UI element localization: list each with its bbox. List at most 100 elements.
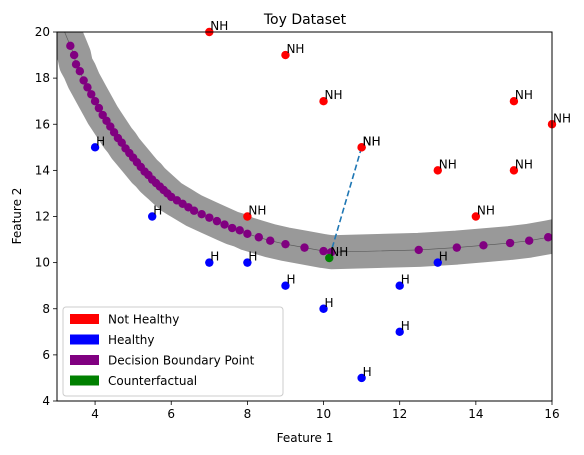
legend-label: Counterfactual: [108, 374, 197, 388]
chart-title: Toy Dataset: [263, 12, 347, 28]
not-healthy-point: [433, 166, 442, 175]
legend-swatch: [70, 375, 99, 386]
legend-swatch: [70, 355, 99, 365]
y-tick-label: 14: [35, 163, 50, 177]
boundary-point: [300, 243, 309, 252]
boundary-point: [414, 245, 423, 255]
healthy-label: H: [96, 134, 105, 148]
boundary-point: [227, 223, 237, 233]
y-tick-label: 12: [35, 210, 50, 224]
healthy-point: [205, 258, 214, 267]
healthy-label: H: [210, 250, 219, 264]
legend-swatch: [70, 314, 99, 324]
x-tick-label: 16: [544, 407, 559, 421]
boundary-point: [254, 233, 264, 242]
y-tick-label: 20: [35, 25, 50, 39]
healthy-label: H: [325, 296, 334, 310]
boundary-point: [83, 83, 92, 92]
healthy-label: H: [153, 204, 162, 218]
healthy-label: H: [363, 365, 372, 379]
not-healthy-label: NH: [439, 157, 457, 171]
legend-label: Healthy: [108, 333, 155, 347]
not-healthy-label: NH: [363, 134, 381, 148]
boundary-point: [69, 50, 79, 60]
boundary-point: [212, 216, 222, 226]
boundary-point: [452, 243, 462, 252]
boundary-point: [87, 90, 96, 99]
healthy-point: [90, 143, 100, 152]
y-tick-label: 4: [42, 394, 50, 408]
not-healthy-point: [471, 212, 481, 221]
boundary-point: [94, 103, 104, 113]
healthy-label: H: [439, 250, 448, 264]
legend-label: Decision Boundary Point: [108, 354, 255, 368]
x-axis-label: Feature 1: [277, 431, 334, 445]
healthy-point: [357, 373, 366, 383]
x-tick-label: 8: [244, 407, 252, 421]
boundary-point: [66, 41, 75, 51]
boundary-point: [235, 226, 244, 235]
x-tick-label: 12: [392, 407, 407, 421]
boundary-point: [90, 96, 100, 106]
boundary-point: [479, 241, 488, 250]
y-axis-label: Feature 2: [10, 188, 24, 245]
x-tick-label: 4: [91, 407, 99, 421]
not-healthy-label: NH: [515, 88, 533, 102]
not-healthy-label: NH: [477, 204, 495, 218]
healthy-point: [319, 304, 328, 313]
not-healthy-point: [357, 143, 366, 152]
not-healthy-label: NH: [553, 111, 571, 125]
healthy-point: [147, 212, 157, 221]
not-healthy-point: [509, 96, 519, 106]
y-tick-label: 16: [35, 117, 50, 131]
healthy-point: [281, 281, 290, 290]
boundary-point: [75, 67, 85, 76]
boundary-point: [505, 238, 515, 248]
not-healthy-point: [319, 96, 328, 106]
healthy-label: H: [401, 319, 410, 333]
data-points: [66, 27, 557, 383]
not-healthy-label: NH: [515, 157, 533, 171]
y-tick-label: 10: [35, 256, 50, 270]
axis-ticks: 4 6 8 10 12 14 16 4 6 8 10 12 14 16 18 20: [35, 25, 560, 421]
counterfactual-label: NH: [330, 245, 348, 259]
boundary-point: [79, 76, 88, 85]
healthy-point: [395, 281, 404, 290]
boundary-point: [197, 209, 206, 219]
x-tick-label: 14: [468, 407, 483, 421]
boundary-point: [543, 233, 553, 242]
not-healthy-point: [509, 166, 519, 175]
boundary-point: [243, 229, 252, 238]
not-healthy-point: [243, 212, 252, 221]
healthy-label: H: [401, 273, 410, 287]
healthy-point: [433, 258, 442, 267]
healthy-label: H: [248, 250, 257, 264]
counterfactual-point: [325, 253, 334, 263]
y-tick-label: 8: [42, 302, 50, 316]
y-tick-label: 6: [42, 348, 50, 362]
connector-line: [328, 147, 363, 259]
y-tick-label: 18: [35, 71, 50, 85]
x-tick-label: 6: [167, 407, 175, 421]
boundary-point: [524, 236, 534, 245]
boundary-point: [71, 60, 81, 69]
legend-label: Not Healthy: [108, 313, 179, 327]
healthy-point: [395, 327, 404, 337]
legend-box: [62, 306, 284, 397]
not-healthy-point: [281, 50, 290, 60]
boundary-point: [266, 236, 275, 245]
healthy-label: H: [286, 273, 295, 287]
not-healthy-label: NH: [325, 88, 343, 102]
boundary-point: [281, 239, 290, 249]
counterfactual-connector: [328, 147, 363, 259]
legend-swatch: [70, 334, 99, 345]
boundary-point: [205, 213, 214, 222]
healthy-point: [243, 258, 252, 267]
boundary-point: [189, 206, 199, 215]
boundary-point: [220, 220, 229, 229]
not-healthy-label: NH: [286, 42, 304, 56]
legend: Not Healthy Healthy Decision Boundary Poin…: [62, 306, 284, 397]
not-healthy-label: NH: [248, 204, 266, 218]
